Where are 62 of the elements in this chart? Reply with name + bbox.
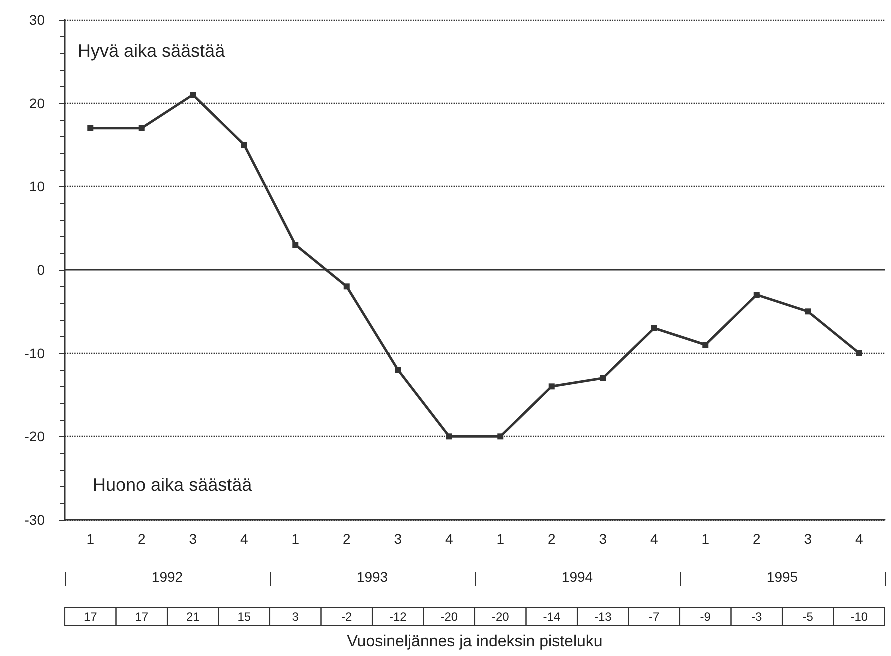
y-tick-label: 10: [29, 178, 46, 195]
point: [548, 384, 555, 390]
x-tick-label: 4: [855, 531, 864, 547]
x-tick-label: 2: [342, 531, 351, 547]
text: Vuosineljännes ja indeksin pisteluku: [347, 634, 603, 650]
point: [856, 350, 862, 356]
y-tick-label: -20: [24, 428, 46, 445]
data-label: 17: [135, 610, 149, 624]
y-tick-label: 0: [37, 262, 46, 278]
point: [292, 242, 299, 248]
x-tick-label: 3: [804, 531, 812, 547]
point: [241, 142, 248, 148]
x-tick-label: 1: [292, 531, 300, 547]
data-label: 3: [292, 610, 300, 624]
x-tick-label: 4: [240, 531, 248, 547]
data-label: -5: [802, 610, 814, 624]
x-tick-label: 4: [445, 531, 454, 547]
point: [88, 125, 94, 132]
data-label: 17: [84, 610, 98, 624]
x-tick-label: 1: [496, 531, 505, 547]
data-label: -12: [389, 610, 408, 624]
text: 1993: [356, 569, 388, 585]
x-tick-label: 2: [138, 531, 146, 547]
annotation: Hyvä aika säästää: [78, 41, 226, 61]
data-label: -7: [649, 610, 660, 624]
point: [498, 434, 504, 440]
point: [600, 375, 606, 382]
point: [805, 308, 812, 315]
data-label: -14: [543, 610, 561, 624]
data-label: -2: [342, 610, 353, 624]
point: [446, 434, 452, 440]
x-tick-label: 3: [189, 531, 198, 547]
data-label: -10: [850, 610, 868, 624]
data-label: -20: [492, 610, 510, 624]
x-tick-label: 4: [650, 531, 658, 547]
data-label: 15: [238, 610, 252, 624]
x-tick-label: 3: [599, 531, 608, 547]
data-label: -13: [594, 610, 612, 624]
x-tick-label: 2: [752, 531, 761, 547]
point: [754, 292, 760, 298]
x-tick-label: 2: [548, 531, 556, 547]
y-tick-label: -10: [24, 345, 46, 362]
point: [138, 125, 145, 132]
x-tick-label: 1: [702, 531, 710, 547]
data-label: -20: [440, 610, 458, 624]
text: 1995: [766, 569, 798, 585]
annotation: Huono aika säästää: [93, 475, 254, 495]
data-label: 21: [186, 610, 200, 624]
text: 1992: [152, 569, 184, 585]
x-tick-label: 1: [86, 531, 95, 547]
y-tick-label: 20: [29, 95, 46, 112]
point: [651, 325, 658, 332]
y-tick-label: -30: [24, 512, 46, 528]
point: [344, 284, 350, 290]
y-tick-label: 30: [29, 12, 46, 28]
data-label: -3: [752, 610, 763, 624]
point: [190, 92, 196, 98]
x-tick-label: 3: [394, 531, 402, 547]
point: [395, 367, 402, 373]
text: 1994: [562, 569, 594, 585]
data-label: -9: [700, 610, 712, 624]
point: [702, 342, 709, 348]
